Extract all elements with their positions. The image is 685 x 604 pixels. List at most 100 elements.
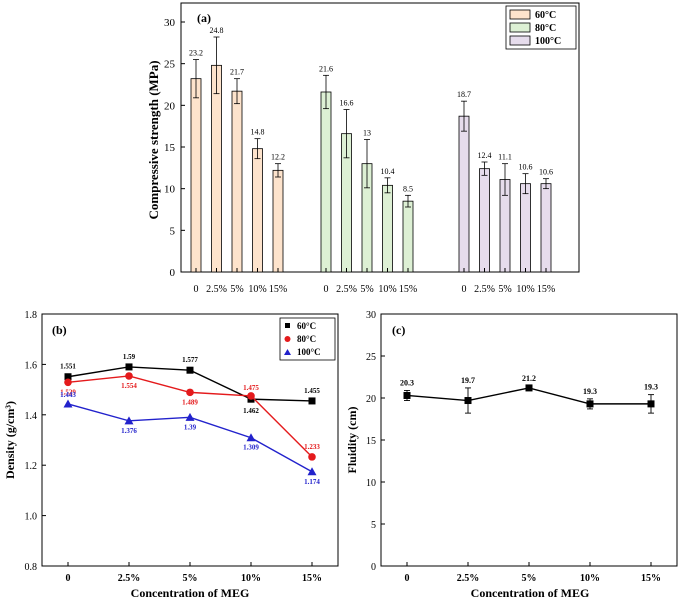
panel-c-x-axis: 0 2.5% 5% 10% 15% <box>405 562 661 584</box>
bar-0-4 <box>272 169 284 273</box>
panel-a-xtick-label: 2.5% <box>336 284 357 295</box>
panel-a-ytick-label: 5 <box>170 225 176 237</box>
point-60c-4 <box>308 397 316 405</box>
panel-2-ytick-label: 25 <box>366 352 376 363</box>
fluidity-point-label: 21.2 <box>522 374 536 383</box>
point-80c-1 <box>125 372 133 380</box>
panel-a-bars: 23.2 24.8 21.7 14.8 12.2 21.6 16.6 13 10.4 8.5 18.… <box>189 26 553 273</box>
panel-a-x-axis: 0 2.5% 5% 10% 15% 0 2.5% 5% 10% 15% 0 2.5% 5% 10% 15% <box>194 268 555 295</box>
fluidity-point-label: 20.3 <box>400 378 414 387</box>
bar-2-0 <box>458 115 470 273</box>
panel-a-ytick-label: 20 <box>164 100 176 112</box>
legend-marker-80c <box>284 336 291 342</box>
bar-2-1 <box>479 168 490 273</box>
fluidity-point-2 <box>525 384 533 392</box>
fluidity-point-1 <box>464 397 472 405</box>
panel-1-ytick-label: 1.2 <box>25 461 38 472</box>
panel-a-xtick-label: 5% <box>498 284 511 295</box>
panel-1-ytick-label: 1.6 <box>25 360 38 371</box>
panel-a-y-axis: 0 5 10 15 20 25 30 <box>164 17 185 279</box>
panel-1-xtick-label: 0 <box>66 573 71 584</box>
point-label: 1.455 <box>304 387 320 395</box>
bar-value-label: 23.2 <box>189 49 203 58</box>
point-label: 1.59 <box>123 353 136 361</box>
panel-a-xtick-label: 10% <box>378 284 396 295</box>
legend-swatch-80c <box>509 22 531 33</box>
legend-label-100c: 100°C <box>535 36 561 47</box>
legend-label-60c: 60°C <box>535 10 556 21</box>
point-100c-1 <box>124 416 134 425</box>
panel-2-ytick-label: 0 <box>371 562 376 573</box>
panel-1-xtick-label: 10% <box>241 573 261 584</box>
panel-2-xtick-label: 5% <box>522 573 537 584</box>
fluidity-point-label: 19.3 <box>583 387 597 396</box>
bar-value-label: 18.7 <box>457 90 471 99</box>
bar-value-label: 21.6 <box>319 64 333 73</box>
point-100c-3 <box>246 433 256 442</box>
point-60c-0 <box>64 373 72 381</box>
panel-2-xtick-label: 15% <box>641 573 661 584</box>
bar-1-3 <box>382 184 393 273</box>
panel-a-xtick-label: 15% <box>399 284 417 295</box>
panel-c-frame <box>380 313 678 567</box>
panel-b-xlabel: Concentration of MEG <box>131 586 250 600</box>
panel-a-compressive-strength-chart: (a) Compressive strength (MPa) 0 5 10 15 20 2… <box>146 2 580 295</box>
bar-value-label: 10.4 <box>381 167 395 176</box>
bar-value-label: 11.1 <box>498 153 512 162</box>
point-100c-4 <box>307 467 317 476</box>
panel-1-ytick-label: 1.8 <box>25 310 38 321</box>
panel-a-ytick-label: 30 <box>164 17 176 29</box>
point-label: 1.309 <box>243 444 259 452</box>
point-100c-0 <box>63 399 73 408</box>
bar-value-label: 14.8 <box>251 128 265 137</box>
panel-b-legend-60c: 60°C <box>297 321 316 331</box>
panel-b-legend-80c: 80°C <box>297 334 316 344</box>
panel-a-ytick-label: 15 <box>164 142 176 154</box>
fluidity-point-label: 19.7 <box>461 376 475 385</box>
bar-1-4 <box>402 200 414 273</box>
panel-a-xtick-label: 5% <box>360 284 373 295</box>
bar-value-label: 13 <box>363 129 371 138</box>
panel-2-ytick-label: 5 <box>371 520 376 531</box>
point-label: 1.443 <box>60 391 76 399</box>
bar-value-label: 12.2 <box>271 153 285 162</box>
panel-a-xtick-label: 15% <box>537 284 555 295</box>
bar-2-3 <box>520 183 531 273</box>
panel-b-legend-100c: 100°C <box>297 347 321 357</box>
point-label: 1.174 <box>304 478 320 486</box>
point-label: 1.489 <box>182 398 198 406</box>
point-label: 1.462 <box>243 407 259 415</box>
panel-a-legend: 60°C 80°C 100°C <box>505 5 577 50</box>
panel-c-y-axis: 0 5 10 15 20 25 30 <box>366 310 385 573</box>
point-label: 1.529 <box>60 388 76 396</box>
bar-2-4 <box>540 183 552 273</box>
legend-label-80c: 80°C <box>535 23 556 34</box>
fluidity-point-0 <box>403 391 411 399</box>
point-100c-2 <box>185 412 195 421</box>
point-60c-2 <box>186 366 194 374</box>
panel-a-xtick-label: 2.5% <box>474 284 495 295</box>
point-label: 1.554 <box>121 382 137 390</box>
bar-value-label: 10.6 <box>519 163 533 172</box>
panel-a-xtick-label: 10% <box>516 284 534 295</box>
point-label: 1.376 <box>121 427 137 435</box>
panel-a-xtick-label: 10% <box>248 284 266 295</box>
fluidity-point-4 <box>647 400 655 408</box>
panel-a-ylabel: Compressive strength (MPa) <box>146 60 161 219</box>
panel-2-ytick-label: 10 <box>366 478 376 489</box>
panel-2-ytick-label: 30 <box>366 310 376 321</box>
panel-a-ytick-label: 25 <box>164 59 176 71</box>
bar-0-0 <box>190 78 202 273</box>
panel-a-ytick-label: 10 <box>164 184 176 196</box>
legend-swatch-100c <box>509 35 531 46</box>
bar-value-label: 24.8 <box>210 26 224 35</box>
panel-a-label: (a) <box>197 11 211 25</box>
panel-a-xtick-label: 0 <box>462 284 467 295</box>
point-80c-2 <box>186 388 194 397</box>
panel-a-xtick-label: 15% <box>269 284 287 295</box>
bar-value-label: 8.5 <box>403 184 413 193</box>
fluidity-point-label: 19.3 <box>644 383 658 392</box>
bar-0-3 <box>252 148 263 273</box>
legend-marker-60c <box>285 323 290 328</box>
